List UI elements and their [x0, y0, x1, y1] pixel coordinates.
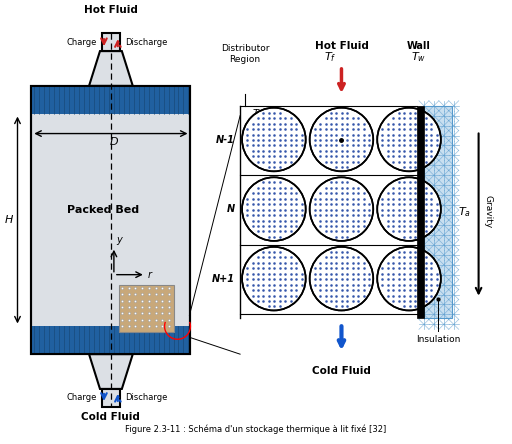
Text: Cold Fluid: Cold Fluid	[81, 412, 140, 422]
Text: Charge: Charge	[67, 38, 97, 47]
Text: D: D	[110, 137, 118, 147]
Circle shape	[377, 247, 441, 310]
Text: Gravity: Gravity	[483, 195, 493, 229]
Text: Discharge: Discharge	[125, 38, 167, 47]
Polygon shape	[89, 51, 133, 86]
Text: Packed Bed: Packed Bed	[67, 205, 139, 215]
Text: y: y	[116, 235, 122, 245]
Circle shape	[377, 108, 441, 171]
Text: $T_a$: $T_a$	[458, 205, 471, 219]
Circle shape	[310, 247, 373, 310]
Bar	[102, 389, 120, 407]
Text: Charge: Charge	[67, 393, 97, 402]
Text: H: H	[5, 215, 13, 225]
Text: N+1: N+1	[212, 274, 235, 284]
Circle shape	[310, 108, 373, 171]
Text: PCM: PCM	[396, 204, 422, 214]
Text: $T_w$: $T_w$	[412, 50, 426, 64]
Bar	[119, 285, 174, 332]
Polygon shape	[89, 354, 133, 389]
Text: $T_p(r)$: $T_p(r)$	[252, 107, 275, 122]
Bar	[424, 106, 452, 318]
Bar	[31, 86, 190, 114]
Circle shape	[242, 247, 306, 310]
Text: Cold Fluid: Cold Fluid	[312, 366, 371, 376]
Text: N-1: N-1	[216, 135, 235, 144]
Circle shape	[242, 108, 306, 171]
Text: $d_p$: $d_p$	[258, 190, 270, 204]
Bar	[102, 33, 120, 51]
Text: Wall: Wall	[407, 41, 431, 51]
Text: Figure 2.3-11 : Schéma d'un stockage thermique à lit fixé [32]: Figure 2.3-11 : Schéma d'un stockage the…	[125, 424, 387, 434]
Bar	[417, 106, 424, 318]
Text: Hot Fluid: Hot Fluid	[84, 5, 138, 15]
Text: Distributor
Region: Distributor Region	[221, 44, 269, 64]
Text: Hot Fluid: Hot Fluid	[314, 41, 369, 51]
Circle shape	[242, 177, 306, 241]
Text: Discharge: Discharge	[125, 393, 167, 402]
Text: N: N	[227, 204, 235, 214]
Text: r: r	[147, 270, 152, 280]
Text: Insulation: Insulation	[416, 335, 460, 344]
Text: r: r	[346, 127, 349, 135]
Text: $T_f$: $T_f$	[324, 50, 336, 64]
Bar	[31, 326, 190, 354]
Circle shape	[377, 177, 441, 241]
Bar	[31, 86, 190, 354]
Circle shape	[310, 177, 373, 241]
Bar	[31, 86, 190, 354]
